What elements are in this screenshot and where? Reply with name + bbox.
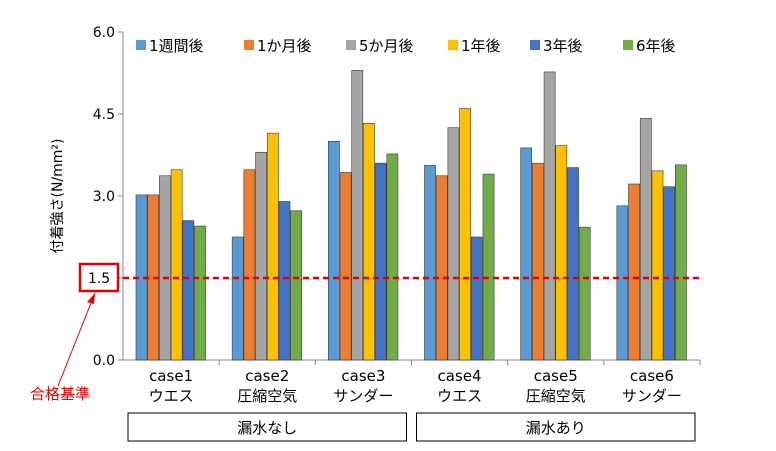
axes: 0.0 3.0 4.5 6.0	[93, 25, 701, 369]
x-tick-label: サンダー	[622, 387, 682, 405]
threshold-arrow-line	[57, 292, 96, 387]
threshold-box	[78, 262, 120, 293]
legend-entry: 1週間後	[149, 37, 204, 55]
group-label: 漏水あり	[526, 419, 586, 437]
bar	[532, 162, 544, 361]
x-tick-label: ウエス	[437, 387, 482, 405]
legend-entry: 1か月後	[257, 37, 312, 55]
bar	[255, 151, 267, 361]
bar	[182, 220, 195, 361]
y-tick-label: 0.0	[93, 353, 115, 369]
x-tick-label: 圧縮空気	[237, 387, 297, 405]
bar	[675, 164, 687, 361]
bar	[278, 201, 291, 361]
bar	[159, 175, 171, 361]
bars	[135, 69, 687, 361]
legend-entry: 3年後	[543, 37, 583, 55]
bar	[520, 147, 533, 361]
x-tick-label: case2	[245, 367, 289, 385]
x-tick-label: case5	[534, 367, 578, 385]
legend-entry: 1年後	[461, 37, 501, 55]
bar	[651, 170, 664, 361]
bar	[447, 127, 460, 361]
y-tick-label: 6.0	[93, 25, 115, 41]
legend-entry: 5か月後	[359, 37, 414, 55]
bar	[339, 172, 352, 361]
bar	[663, 186, 676, 361]
bar	[578, 226, 591, 361]
bar	[386, 153, 399, 361]
y-axis-label: 付着強さ(N/mm²)	[50, 138, 66, 253]
group-box	[127, 412, 407, 442]
x-tick-label: case1	[149, 367, 193, 385]
x-tick-label: case3	[341, 367, 385, 385]
bar	[328, 141, 340, 361]
legend-swatch	[346, 40, 356, 50]
bar	[616, 205, 629, 361]
group-box	[416, 412, 696, 442]
bar	[266, 132, 279, 361]
bar	[363, 122, 375, 361]
x-tick-label: サンダー	[333, 387, 393, 405]
bar	[459, 108, 471, 361]
y-tick-label: 3.0	[93, 189, 115, 205]
bar	[482, 173, 495, 361]
bar	[374, 162, 387, 361]
legend-swatch	[623, 40, 633, 50]
group-labels: 漏水なし 漏水あり	[127, 412, 696, 442]
legend-swatch	[530, 40, 540, 50]
x-tick-label: 圧縮空気	[526, 387, 586, 405]
bar	[243, 169, 256, 361]
legend-swatch	[448, 40, 458, 50]
bar	[170, 169, 183, 361]
threshold-value-label: 1.5	[88, 271, 110, 287]
legend-swatch	[244, 40, 254, 50]
threshold: 1.5 合格基準	[30, 262, 700, 403]
y-tick-label: 4.5	[93, 107, 115, 123]
bar	[567, 167, 579, 361]
x-tick-label: ウエス	[149, 387, 194, 405]
bar	[231, 236, 244, 361]
bar	[194, 225, 206, 361]
bar	[628, 183, 640, 361]
bar	[290, 210, 303, 361]
legend-swatch	[136, 40, 146, 50]
group-label: 漏水なし	[237, 419, 297, 437]
threshold-arrow-head	[87, 293, 95, 304]
bar	[351, 69, 364, 361]
x-tick-label: case6	[630, 367, 674, 385]
bar	[424, 165, 436, 361]
bar	[435, 175, 448, 361]
bar	[470, 236, 483, 361]
bar	[555, 145, 568, 361]
bar	[639, 118, 652, 361]
x-tick-label: case4	[438, 367, 482, 385]
legend: 1週間後 1か月後 5か月後 1年後 3年後 6年後	[136, 37, 676, 55]
category-labels: case1 ウエス case2 圧縮空気 case3 サンダー case4 ウエス case5 圧…	[149, 367, 682, 405]
legend-entry: 6年後	[636, 37, 676, 55]
threshold-annotation: 合格基準	[30, 385, 90, 403]
bar	[543, 71, 556, 361]
